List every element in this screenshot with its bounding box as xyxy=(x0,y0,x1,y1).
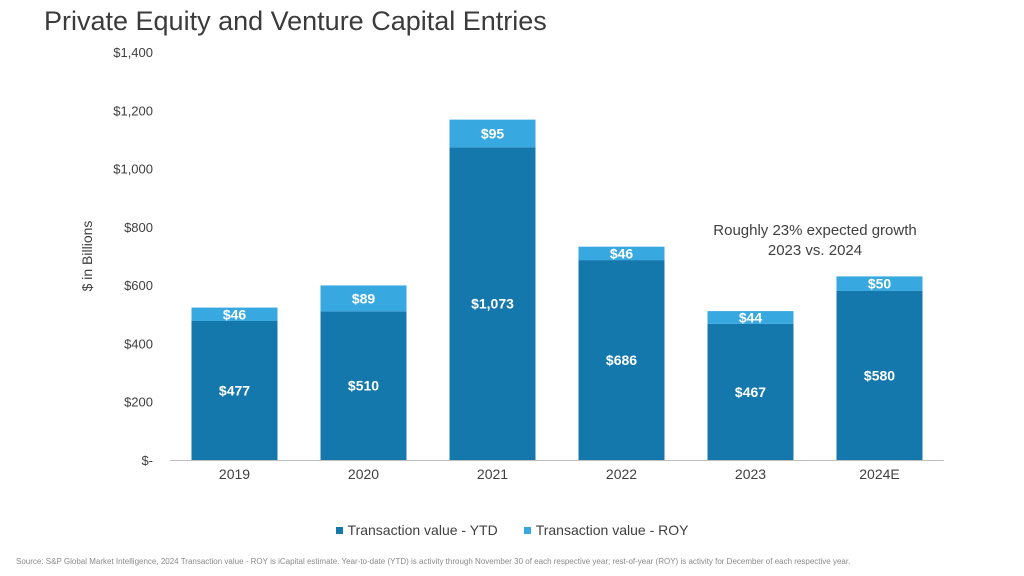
legend-item-roy: Transaction value - ROY xyxy=(523,522,689,538)
bar-data-label: $50 xyxy=(868,276,892,292)
y-tick-label: $200 xyxy=(124,395,153,410)
y-tick-label: $400 xyxy=(124,336,153,351)
legend: Transaction value - YTD Transaction valu… xyxy=(0,522,1024,538)
x-tick-label: 2020 xyxy=(348,466,379,482)
x-tick-label: 2022 xyxy=(606,466,637,482)
y-tick-label: $- xyxy=(141,453,153,468)
bar-roy xyxy=(191,307,278,321)
bar-roy xyxy=(449,119,536,148)
bar-roy xyxy=(578,246,665,261)
bar-ytd xyxy=(320,311,407,460)
bar-data-label: $46 xyxy=(610,245,634,261)
bar-data-label: $510 xyxy=(348,378,379,394)
bar-ytd xyxy=(449,147,536,460)
legend-swatch-ytd xyxy=(335,526,343,534)
legend-label-roy: Transaction value - ROY xyxy=(535,522,689,538)
bar-data-label: $44 xyxy=(739,309,763,325)
x-tick-label: 2023 xyxy=(735,466,766,482)
y-tick-label: $600 xyxy=(124,278,153,293)
bar-ytd xyxy=(578,260,665,460)
bar-roy xyxy=(707,311,794,324)
bar-data-label: $1,073 xyxy=(471,296,514,312)
x-tick-label: 2021 xyxy=(477,466,508,482)
bar-data-label: $686 xyxy=(606,352,637,368)
legend-item-ytd: Transaction value - YTD xyxy=(335,522,498,538)
y-tick-label: $800 xyxy=(124,220,153,235)
bar-roy xyxy=(320,285,407,312)
bar-data-label: $580 xyxy=(864,367,895,383)
bar-data-label: $477 xyxy=(219,382,250,398)
bar-data-label: $95 xyxy=(481,125,505,141)
bar-data-label: $46 xyxy=(223,306,247,322)
x-tick-label: 2024E xyxy=(859,466,899,482)
y-axis-title: $ in Billions xyxy=(79,221,95,292)
growth-annotation: Roughly 23% expected growth xyxy=(713,222,916,239)
y-tick-label: $1,000 xyxy=(113,162,153,177)
legend-label-ytd: Transaction value - YTD xyxy=(347,522,498,538)
bar-chart: $- $200 $400 $600 $800 $1,000 $1,200 $1,400 $ in… xyxy=(79,45,944,482)
bar-roy xyxy=(836,276,923,291)
legend-swatch-roy xyxy=(523,526,531,534)
y-tick-label: $1,400 xyxy=(113,45,153,60)
chart-title: Private Equity and Venture Capital Entri… xyxy=(44,6,547,36)
bar-ytd xyxy=(707,323,794,460)
growth-annotation: 2023 vs. 2024 xyxy=(768,242,862,259)
y-tick-label: $1,200 xyxy=(113,103,153,118)
source-note: Source: S&P Global Market Intelligence, … xyxy=(16,557,851,566)
bar-data-label: $89 xyxy=(352,290,376,306)
bar-data-label: $467 xyxy=(735,384,766,400)
bar-ytd xyxy=(836,290,923,460)
bar-ytd xyxy=(191,320,278,460)
x-tick-label: 2019 xyxy=(219,466,250,482)
